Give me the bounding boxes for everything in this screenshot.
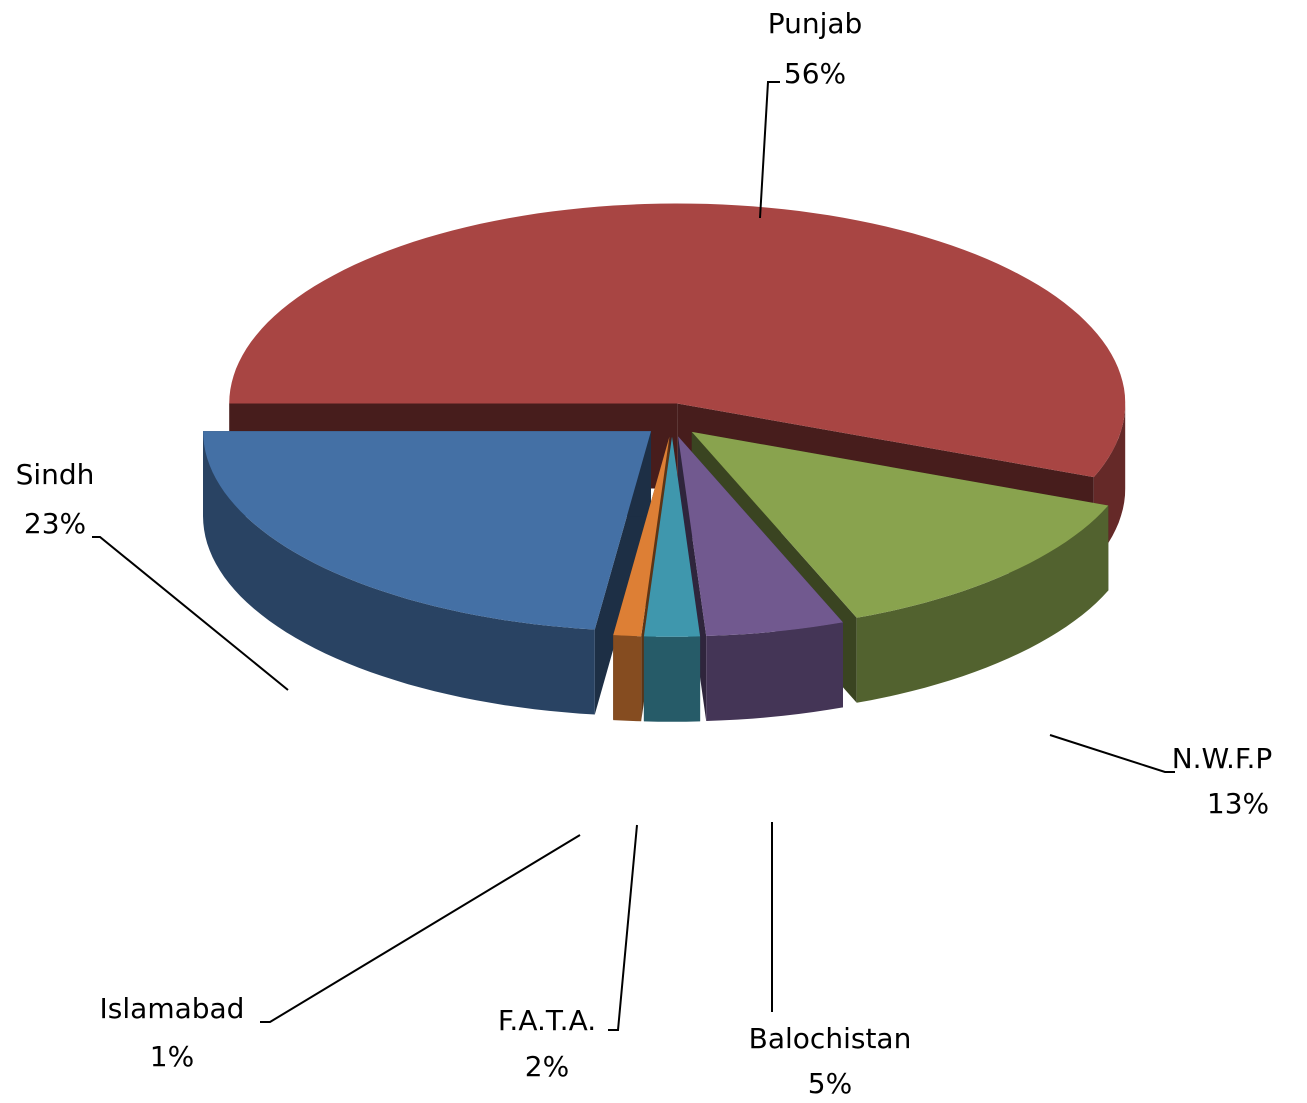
category-label: F.A.T.A. — [498, 1004, 596, 1037]
value-label: 2% — [525, 1050, 569, 1083]
slice — [613, 436, 670, 637]
slice — [678, 436, 843, 636]
leader-line — [260, 834, 581, 1023]
slice-wall — [706, 622, 843, 721]
category-label: Balochistan — [749, 1022, 912, 1055]
value-label: 56% — [784, 57, 846, 90]
slice — [229, 203, 1126, 478]
leader-line — [759, 81, 780, 219]
value-label: 1% — [150, 1040, 194, 1073]
category-label: Sindh — [16, 458, 95, 491]
slice-wall — [643, 636, 701, 722]
category-label: Islamabad — [100, 992, 245, 1025]
leader-line — [92, 536, 289, 691]
slice — [691, 431, 1109, 618]
value-label: 23% — [24, 507, 86, 540]
value-label: 13% — [1207, 787, 1269, 820]
category-label: N.W.F.P — [1172, 742, 1273, 775]
slice-wall — [856, 505, 1109, 703]
leader-line — [1049, 734, 1175, 773]
slice-wall — [613, 635, 642, 722]
slice — [643, 436, 701, 637]
value-label: 5% — [808, 1067, 852, 1100]
slice — [203, 431, 651, 630]
slice-wall — [203, 431, 595, 715]
leader-line — [608, 824, 638, 1031]
category-label: Punjab — [768, 7, 863, 40]
